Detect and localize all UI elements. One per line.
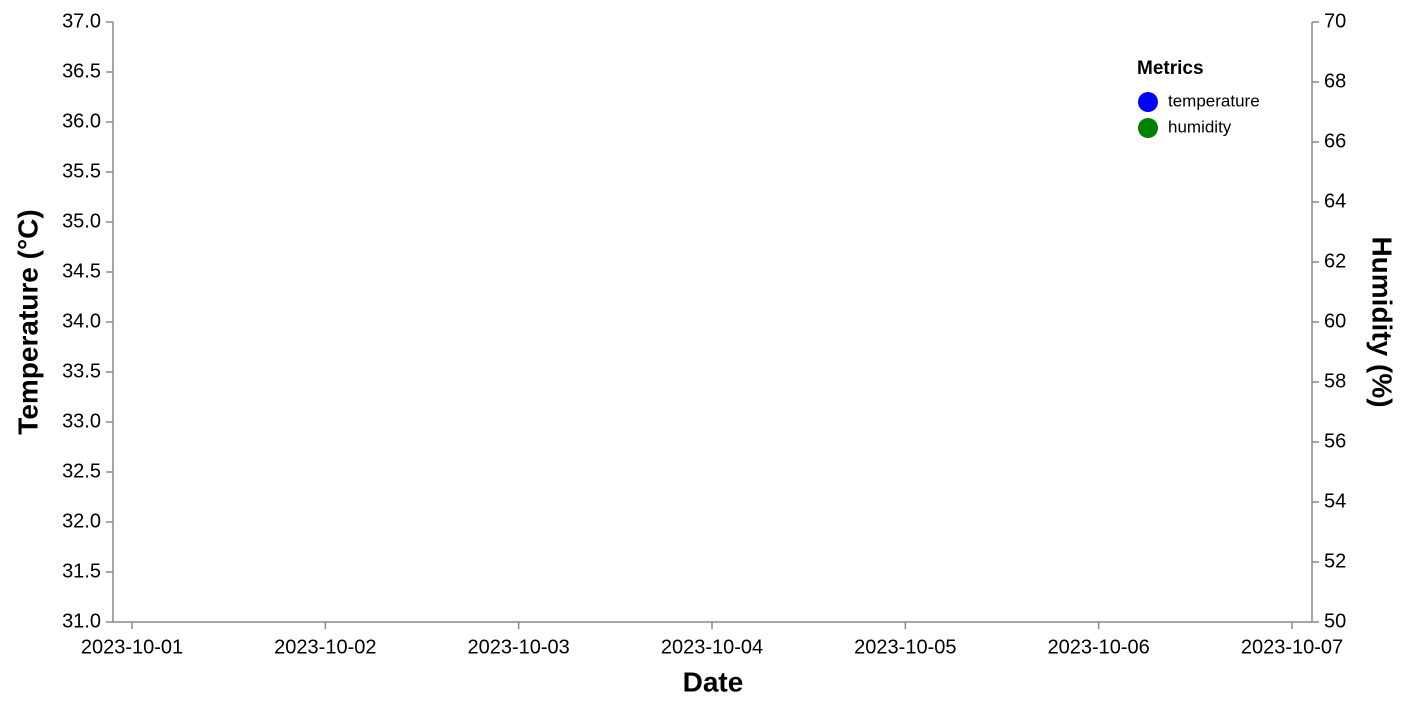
y-tick-label: 33.5 bbox=[62, 360, 101, 382]
y-tick-label: 34.5 bbox=[62, 260, 101, 282]
y-tick-label: 32.5 bbox=[62, 460, 101, 482]
x-tick-label: 2023-10-05 bbox=[854, 636, 956, 658]
y2-tick-label: 58 bbox=[1324, 370, 1346, 392]
x-tick-label: 2023-10-04 bbox=[661, 636, 763, 658]
y-tick-label: 37.0 bbox=[62, 10, 101, 32]
y-tick-label: 35.0 bbox=[62, 210, 101, 232]
y2-tick-label: 62 bbox=[1324, 250, 1346, 272]
y2-tick-label: 56 bbox=[1324, 430, 1346, 452]
y-axis-title: Temperature (°C) bbox=[12, 209, 43, 434]
x-tick-label: 2023-10-02 bbox=[274, 636, 376, 658]
legend-swatch bbox=[1138, 92, 1158, 112]
y-tick-label: 36.5 bbox=[62, 60, 101, 82]
legend-label: humidity bbox=[1168, 117, 1232, 136]
y2-tick-label: 52 bbox=[1324, 550, 1346, 572]
x-tick-label: 2023-10-06 bbox=[1048, 636, 1150, 658]
x-tick-label: 2023-10-03 bbox=[468, 636, 570, 658]
y2-tick-label: 60 bbox=[1324, 310, 1346, 332]
y-tick-label: 31.0 bbox=[62, 610, 101, 632]
x-tick-label: 2023-10-07 bbox=[1241, 636, 1343, 658]
x-axis-title: Date bbox=[683, 666, 744, 697]
y-tick-label: 32.0 bbox=[62, 510, 101, 532]
x-tick-label: 2023-10-01 bbox=[81, 636, 183, 658]
y-tick-label: 33.0 bbox=[62, 410, 101, 432]
y2-tick-label: 68 bbox=[1324, 70, 1346, 92]
y2-tick-label: 70 bbox=[1324, 10, 1346, 32]
y2-axis-title: Humidity (%) bbox=[1367, 236, 1398, 407]
y-tick-label: 31.5 bbox=[62, 560, 101, 582]
legend-label: temperature bbox=[1168, 91, 1260, 110]
legend-title: Metrics bbox=[1137, 58, 1204, 79]
y-tick-label: 36.0 bbox=[62, 110, 101, 132]
y2-tick-label: 50 bbox=[1324, 610, 1346, 632]
legend-swatch bbox=[1138, 118, 1158, 138]
y-tick-label: 35.5 bbox=[62, 160, 101, 182]
y2-tick-label: 54 bbox=[1324, 490, 1346, 512]
y2-tick-label: 66 bbox=[1324, 130, 1346, 152]
y-tick-label: 34.0 bbox=[62, 310, 101, 332]
y2-tick-label: 64 bbox=[1324, 190, 1346, 212]
